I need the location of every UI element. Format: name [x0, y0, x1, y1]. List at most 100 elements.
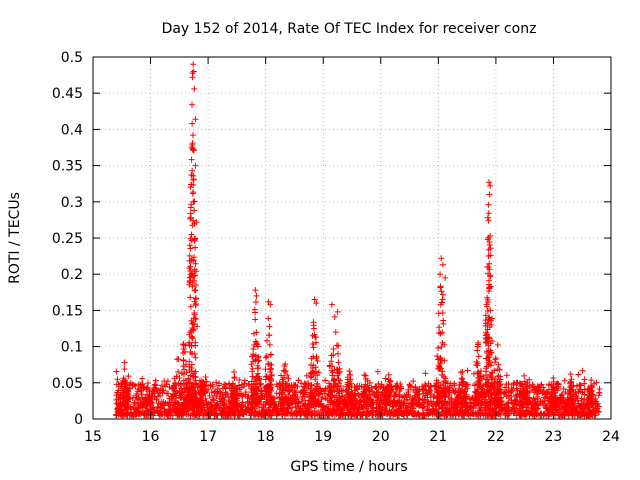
data-point: [586, 400, 593, 407]
data-point-peak: [484, 214, 491, 221]
data-point: [492, 355, 499, 362]
data-point: [192, 409, 199, 416]
data-point: [213, 379, 220, 386]
data-point: [188, 327, 195, 334]
data-point-peak: [194, 323, 201, 330]
data-point: [213, 393, 220, 400]
data-point: [583, 410, 590, 417]
data-point: [182, 361, 189, 368]
data-point: [457, 369, 464, 376]
data-point: [260, 406, 267, 413]
data-point: [339, 392, 346, 399]
data-point: [475, 378, 482, 385]
data-point: [557, 394, 564, 401]
data-point: [574, 408, 581, 415]
data-point: [198, 378, 205, 385]
data-point: [266, 323, 273, 330]
data-point-peak: [328, 301, 335, 308]
data-point-peak: [253, 292, 260, 299]
data-point: [329, 372, 336, 379]
data-point: [387, 386, 394, 393]
data-point: [334, 372, 341, 379]
data-point: [577, 412, 584, 419]
data-point: [191, 238, 198, 245]
data-point: [250, 345, 257, 352]
data-point: [507, 390, 514, 397]
data-point: [433, 385, 440, 392]
data-point: [283, 397, 290, 404]
data-point: [510, 400, 517, 407]
data-point: [155, 400, 162, 407]
data-point: [336, 377, 343, 384]
data-point: [543, 402, 550, 409]
data-point: [571, 412, 578, 419]
data-point: [582, 404, 589, 411]
data-point: [248, 378, 255, 385]
data-point: [575, 388, 582, 395]
data-point: [411, 394, 418, 401]
data-point: [559, 403, 566, 410]
data-point: [360, 399, 367, 406]
data-point: [473, 389, 480, 396]
data-point: [295, 399, 302, 406]
data-point: [119, 396, 126, 403]
data-point: [541, 394, 548, 401]
data-point-peak: [487, 182, 494, 189]
data-point: [496, 366, 503, 373]
data-point: [330, 351, 337, 358]
data-point: [482, 332, 489, 339]
data-point-peak: [438, 255, 445, 262]
data-point-peak: [488, 321, 495, 328]
y-tick-label: 0.2: [61, 267, 83, 283]
data-point: [187, 257, 194, 264]
data-point: [573, 392, 580, 399]
data-point: [209, 394, 216, 401]
x-tick-label: 17: [199, 429, 217, 445]
data-point: [120, 411, 127, 418]
data-point-peak: [190, 217, 197, 224]
x-tick-label: 24: [602, 429, 620, 445]
data-point: [192, 339, 199, 346]
data-point: [264, 385, 271, 392]
data-point: [206, 392, 213, 399]
data-point: [412, 383, 419, 390]
data-point: [188, 231, 195, 238]
data-point: [459, 411, 466, 418]
data-point: [245, 381, 252, 388]
data-point: [346, 367, 353, 374]
data-point: [575, 371, 582, 378]
data-point: [124, 390, 131, 397]
data-point: [262, 366, 269, 373]
x-tick-label: 18: [257, 429, 275, 445]
data-point-peak: [193, 268, 200, 275]
data-point: [364, 395, 371, 402]
data-point: [113, 411, 120, 418]
data-point: [234, 411, 241, 418]
data-point: [407, 382, 414, 389]
data-point: [314, 357, 321, 364]
data-point: [459, 395, 466, 402]
data-point: [520, 386, 527, 393]
data-point: [343, 387, 350, 394]
data-point: [485, 210, 492, 217]
data-point: [326, 362, 333, 369]
data-point: [191, 244, 198, 251]
data-point: [442, 404, 449, 411]
data-point: [363, 387, 370, 394]
data-point: [561, 377, 568, 384]
data-point: [189, 270, 196, 277]
data-point: [475, 412, 482, 419]
data-point: [578, 401, 585, 408]
data-point: [520, 401, 527, 408]
data-point: [396, 405, 403, 412]
data-point: [226, 381, 233, 388]
data-point: [250, 381, 257, 388]
data-point: [588, 399, 595, 406]
data-point: [391, 393, 398, 400]
data-point: [142, 398, 149, 405]
data-point: [429, 406, 436, 413]
data-point: [456, 392, 463, 399]
data-point: [185, 375, 192, 382]
data-point: [489, 337, 496, 344]
